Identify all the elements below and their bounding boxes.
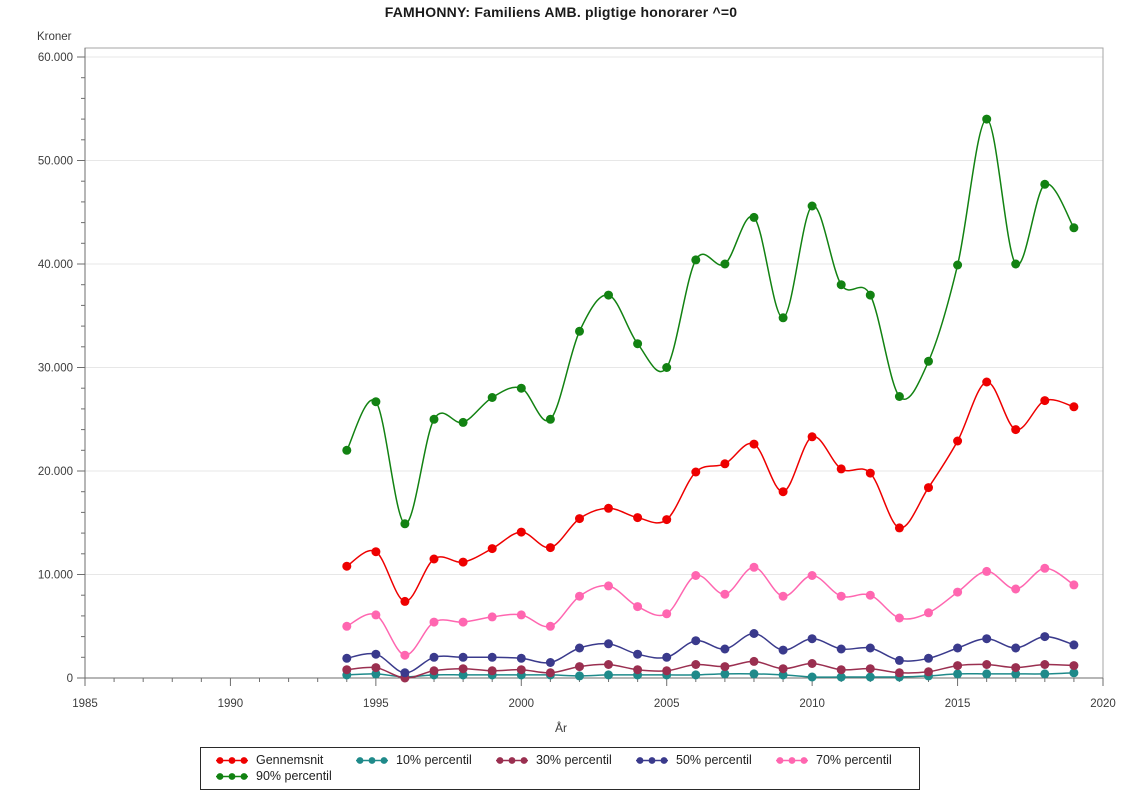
svg-text:2010: 2010	[799, 698, 825, 710]
legend-label: Gennemsnit	[256, 753, 324, 767]
svg-text:0: 0	[67, 673, 73, 685]
legend: Gennemsnit 10% percentil 30% percentil 50% …	[200, 747, 920, 790]
chart-title: FAMHONNY: Familiens AMB. pligtige honora…	[384, 4, 738, 20]
legend-label: 90% percentil	[256, 769, 332, 783]
legend-entry-50-percentil: 50% percentil	[635, 752, 775, 768]
svg-text:30.000: 30.000	[38, 363, 73, 375]
svg-text:2005: 2005	[654, 698, 680, 710]
legend-label: 10% percentil	[396, 753, 472, 767]
legend-label: 30% percentil	[536, 753, 612, 767]
legend-marker-icon	[496, 756, 528, 764]
legend-marker-icon	[216, 772, 248, 780]
legend-marker-icon	[636, 756, 668, 764]
svg-text:40.000: 40.000	[38, 259, 73, 271]
legend-label: 70% percentil	[816, 753, 892, 767]
svg-text:2000: 2000	[508, 698, 534, 710]
legend-entry-30-percentil: 30% percentil	[495, 752, 635, 768]
legend-entry-70-percentil: 70% percentil	[775, 752, 915, 768]
y-axis-title: Kroner	[37, 31, 72, 43]
legend-marker-icon	[356, 756, 388, 764]
svg-text:1990: 1990	[218, 698, 244, 710]
plot-area: 0 10.000 20.000 30.000 40.000 50.000 60.000 198…	[38, 47, 1116, 710]
svg-text:1995: 1995	[363, 698, 389, 710]
svg-text:50.000: 50.000	[38, 156, 73, 168]
legend-entry-10-percentil: 10% percentil	[355, 752, 495, 768]
svg-text:1985: 1985	[72, 698, 98, 710]
legend-entry-90-percentil: 90% percentil	[215, 768, 355, 784]
svg-text:2015: 2015	[945, 698, 971, 710]
svg-text:20.000: 20.000	[38, 466, 73, 478]
legend-marker-icon	[216, 756, 248, 764]
svg-text:2020: 2020	[1090, 698, 1116, 710]
svg-text:10.000: 10.000	[38, 570, 73, 582]
legend-label: 50% percentil	[676, 753, 752, 767]
x-axis-title: År	[555, 721, 567, 735]
legend-entry-gennemsnit: Gennemsnit	[215, 752, 355, 768]
svg-text:60.000: 60.000	[38, 52, 73, 64]
legend-marker-icon	[776, 756, 808, 764]
